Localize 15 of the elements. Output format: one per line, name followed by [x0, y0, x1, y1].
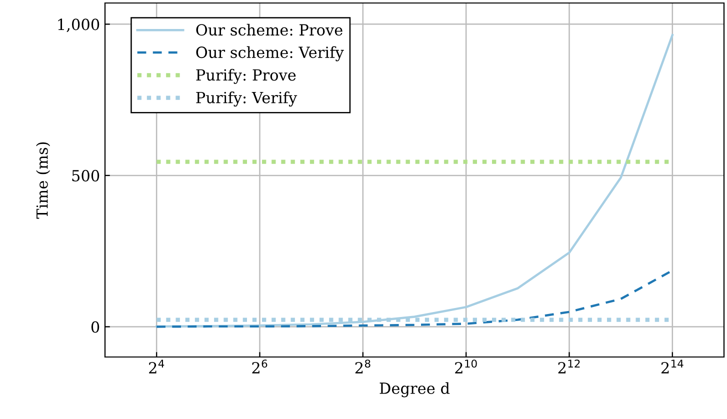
- y-tick-label: 1,000: [58, 18, 100, 32]
- legend-label: Purify: Verify: [196, 92, 298, 107]
- x-tick-label: 2$^{8}$: [355, 360, 370, 374]
- legend-label: Purify: Prove: [196, 68, 296, 84]
- legend-label: Our scheme: Verify: [196, 46, 344, 62]
- x-axis-title: Degree d: [380, 382, 450, 398]
- x-tick-label: 2$^{14}$: [661, 360, 684, 374]
- x-tick-label: 2$^{6}$: [252, 360, 268, 374]
- y-tick-label: 500: [72, 170, 100, 182]
- y-tick-label: 0: [91, 321, 100, 333]
- y-axis-title: Time (ms): [36, 142, 50, 219]
- legend-label: Our scheme: Prove: [196, 24, 342, 36]
- x-tick-label: 2$^{10}$: [455, 360, 477, 374]
- x-tick-label: 2$^{4}$: [149, 360, 164, 374]
- x-tick-label: 2$^{12}$: [558, 360, 580, 374]
